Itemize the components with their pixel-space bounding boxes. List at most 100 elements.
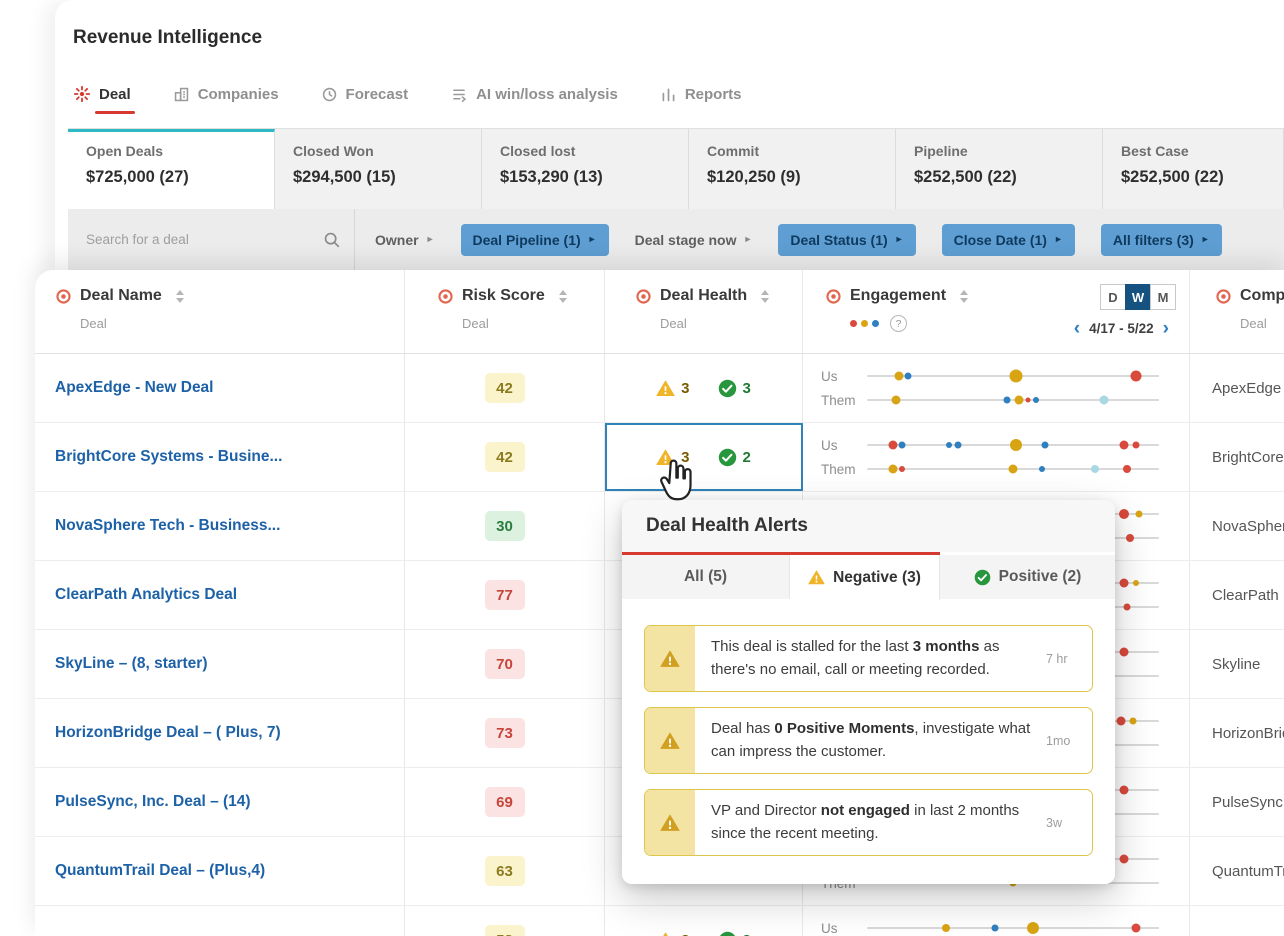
summary-card-open-deals[interactable]: Open Deals $725,000 (27) xyxy=(68,129,275,209)
risk-score-cell: 73 xyxy=(405,699,605,767)
company-name-cell xyxy=(1190,906,1284,936)
deal-name-link[interactable]: ClearPath Analytics Deal xyxy=(35,561,405,629)
period-option-m[interactable]: M xyxy=(1150,284,1176,310)
popover-tab-label: Positive (2) xyxy=(998,568,1082,585)
risk-score-badge: 77 xyxy=(484,580,525,610)
engagement-dot xyxy=(991,924,999,932)
filter-deal-stage-now[interactable]: Deal stage now ► xyxy=(635,232,753,248)
engagement-dot xyxy=(1014,395,1024,405)
sort-toggle[interactable] xyxy=(761,289,770,303)
summary-card-label: Closed Won xyxy=(293,143,374,159)
alert-card[interactable]: Deal has 0 Positive Moments, investigate… xyxy=(644,707,1093,774)
summary-card-best-case[interactable]: Best Case $252,500 (22) xyxy=(1103,129,1284,209)
check-icon xyxy=(974,569,991,586)
summary-card-value: $120,250 (9) xyxy=(707,168,801,186)
risk-score-badge: 63 xyxy=(484,856,525,886)
popover-tab-label: Negative (3) xyxy=(833,568,921,586)
period-option-d[interactable]: D xyxy=(1100,284,1126,310)
engagement-dot xyxy=(1135,510,1143,518)
tab-label: Forecast xyxy=(345,85,409,103)
column-title: Company xyxy=(1240,287,1284,304)
health-positive-count: 2 xyxy=(718,448,751,467)
health-positive-count: 3 xyxy=(718,379,751,398)
prev-range-button[interactable]: ‹ xyxy=(1073,318,1081,339)
deal-health-alerts-popover: Deal Health Alerts All (5) Negative (3) Po… xyxy=(622,500,1115,884)
engagement-dot xyxy=(1009,439,1022,451)
warning-icon xyxy=(656,379,675,398)
summary-card-pipeline[interactable]: Pipeline $252,500 (22) xyxy=(896,129,1103,209)
filter-close-date-1[interactable]: Close Date (1) ► xyxy=(941,223,1075,256)
deal-name-link[interactable]: NovaSphere Tech - Business... xyxy=(35,492,405,560)
engagement-dot xyxy=(899,466,906,472)
deal-name-link[interactable] xyxy=(35,906,405,936)
engagement-dot xyxy=(888,464,898,474)
engagement-dot xyxy=(891,395,901,405)
column-header-deal-name[interactable]: Deal Name Deal xyxy=(35,270,405,353)
alert-warning-icon xyxy=(645,626,695,691)
alert-card[interactable]: This deal is stalled for the last 3 mont… xyxy=(644,625,1093,692)
filter-deal-pipeline-1[interactable]: Deal Pipeline (1) ► xyxy=(460,223,609,256)
sort-toggle[interactable] xyxy=(558,289,567,303)
deal-name-link[interactable]: ApexEdge - New Deal xyxy=(35,354,405,422)
filter-deal-status-1[interactable]: Deal Status (1) ► xyxy=(778,223,916,256)
tab-ai-win-loss-analysis[interactable]: AI win/loss analysis xyxy=(450,86,618,103)
tab-forecast[interactable]: Forecast xyxy=(321,85,409,103)
tab-reports[interactable]: Reports xyxy=(660,86,742,103)
deal-health-cell[interactable]: 22 xyxy=(605,906,803,936)
engagement-column-icon xyxy=(825,288,842,305)
company-name-cell: HorizonBridge xyxy=(1212,724,1284,742)
warning-icon xyxy=(808,569,825,586)
engagement-side-label: Them xyxy=(821,461,856,477)
search-input[interactable]: Search for a deal xyxy=(68,209,355,270)
deal-name-link[interactable]: PulseSync, Inc. Deal – (14) xyxy=(35,768,405,836)
column-subtitle: Deal xyxy=(660,316,687,331)
popover-tab-all-5[interactable]: All (5) xyxy=(622,555,790,599)
sort-toggle[interactable] xyxy=(960,289,969,303)
deal-icon xyxy=(73,85,91,103)
table-header: Deal Name Deal Risk Score Deal xyxy=(35,270,1284,354)
engagement-timeline xyxy=(867,364,1159,388)
popover-tab-negative-3[interactable]: Negative (3) xyxy=(790,555,940,600)
next-range-button[interactable]: › xyxy=(1162,318,1169,339)
deal-name-link[interactable]: BrightCore Systems - Busine... xyxy=(35,423,405,491)
caret-icon: ► xyxy=(425,234,435,244)
filter-all-filters-3[interactable]: All filters (3) ► xyxy=(1100,223,1222,256)
companies-icon xyxy=(173,86,190,103)
sort-toggle[interactable] xyxy=(175,289,184,303)
engagement-dot xyxy=(1119,647,1129,657)
alert-card[interactable]: VP and Director not engaged in last 2 mo… xyxy=(644,789,1093,856)
engagement-dot xyxy=(1025,397,1031,403)
tab-label: Deal xyxy=(99,85,131,103)
column-header-deal-health[interactable]: Deal Health Deal xyxy=(605,270,803,353)
tab-label: Reports xyxy=(684,85,742,103)
engagement-side-label: Us xyxy=(821,437,838,453)
risk-score-badge: 58 xyxy=(484,925,525,936)
engagement-dot xyxy=(1118,509,1129,519)
tab-deal[interactable]: Deal xyxy=(73,85,135,114)
summary-card-commit[interactable]: Commit $120,250 (9) xyxy=(689,129,896,209)
summary-card-closed-lost[interactable]: Closed lost $153,290 (13) xyxy=(482,129,689,209)
alert-timestamp: 1mo xyxy=(1046,733,1071,748)
column-header-company[interactable]: Company Deal xyxy=(1190,270,1284,353)
engagement-dot xyxy=(1132,441,1140,449)
filter-owner[interactable]: Owner ► xyxy=(375,232,435,248)
legend-dot-red-icon xyxy=(850,320,857,327)
column-header-risk-score[interactable]: Risk Score Deal xyxy=(405,270,605,353)
forecast-icon xyxy=(321,86,338,103)
tab-companies[interactable]: Companies xyxy=(173,86,279,103)
popover-tab-positive-2[interactable]: Positive (2) xyxy=(940,555,1115,599)
deal-name-link[interactable]: SkyLine – (8, starter) xyxy=(35,630,405,698)
deal-name-link[interactable]: QuantumTrail Deal – (Plus,4) xyxy=(35,837,405,905)
help-icon[interactable]: ? xyxy=(890,315,907,332)
engagement-dot xyxy=(1131,923,1141,933)
deal-name-link[interactable]: HorizonBridge Deal – ( Plus, 7) xyxy=(35,699,405,767)
check-icon xyxy=(718,379,737,398)
summary-card-closed-won[interactable]: Closed Won $294,500 (15) xyxy=(275,129,482,209)
risk-score-cell: 63 xyxy=(405,837,605,905)
period-option-w[interactable]: W xyxy=(1125,284,1151,310)
